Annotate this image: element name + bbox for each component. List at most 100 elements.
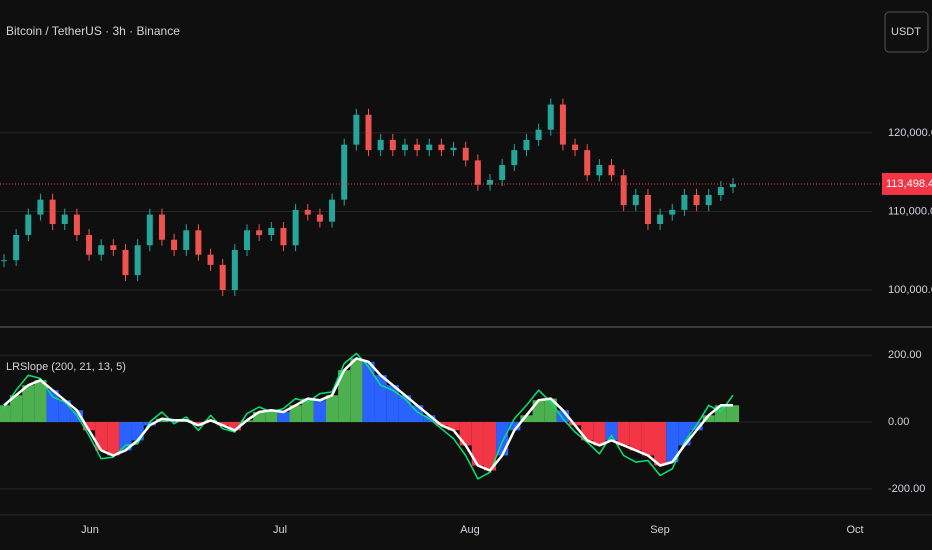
candle-body xyxy=(620,175,627,206)
histogram-bar xyxy=(532,400,545,423)
candle-body xyxy=(280,227,287,246)
histogram-bar xyxy=(313,400,326,423)
candle-body xyxy=(438,144,445,151)
histogram-bar xyxy=(143,422,156,426)
candle-body xyxy=(98,245,105,255)
histogram-bar xyxy=(119,422,132,451)
histogram-bar xyxy=(471,422,484,466)
candle-body xyxy=(401,144,408,151)
candle-body xyxy=(365,114,372,151)
histogram-bar xyxy=(508,422,521,431)
histogram-bar xyxy=(155,418,169,423)
candle-body xyxy=(450,147,457,151)
candle-body xyxy=(499,165,506,181)
candle-body xyxy=(377,139,384,151)
histogram-bar xyxy=(666,422,679,463)
candle-body xyxy=(171,239,178,250)
histogram-bar xyxy=(678,422,691,446)
candle-body xyxy=(146,214,153,246)
candle-body xyxy=(657,214,664,225)
histogram-bar xyxy=(22,385,35,423)
histogram-bar xyxy=(107,422,120,456)
candle-body xyxy=(25,214,32,236)
histogram-bar xyxy=(82,422,96,431)
x-tick-label: Oct xyxy=(846,524,863,536)
candle-body xyxy=(547,104,554,130)
candle-body xyxy=(207,254,214,265)
candle-body xyxy=(426,144,433,151)
candle-body xyxy=(584,150,591,176)
histogram-bar xyxy=(362,361,375,423)
histogram-bar xyxy=(95,422,108,451)
candle-body xyxy=(110,245,117,250)
signal-line xyxy=(3,357,733,472)
last-price-box xyxy=(882,172,932,195)
candle-body xyxy=(389,139,396,151)
candle-body xyxy=(632,194,639,206)
y-tick-label: 100,000.00 xyxy=(888,284,932,296)
histogram-bar xyxy=(301,398,314,423)
histogram-bar xyxy=(483,422,497,471)
candle-body xyxy=(572,144,579,151)
histogram-bar xyxy=(726,405,740,423)
candle-body xyxy=(341,144,348,200)
x-tick-label: Jun xyxy=(81,524,99,536)
y-tick-label: 0.00 xyxy=(888,416,909,428)
histogram-bar xyxy=(216,422,229,426)
symbol-title: Bitcoin / TetherUS · 3h · Binance xyxy=(6,24,180,38)
histogram-bar xyxy=(496,422,509,456)
histogram-bar xyxy=(702,415,715,423)
currency-label[interactable]: USDT xyxy=(891,26,921,38)
histogram-bar xyxy=(253,411,266,423)
candle-body xyxy=(304,209,311,215)
histogram-bar xyxy=(459,422,472,446)
candle-body xyxy=(37,199,44,215)
histogram-bar xyxy=(435,422,448,426)
histogram-bar xyxy=(338,370,351,423)
candle-body xyxy=(1,260,7,262)
histogram-bar xyxy=(556,410,569,423)
histogram-bar xyxy=(289,405,302,423)
candle-body xyxy=(219,264,226,291)
histogram-bar xyxy=(447,422,460,431)
histogram-bar xyxy=(325,395,339,423)
candle-body xyxy=(681,194,688,210)
candle-body xyxy=(705,194,712,206)
histogram-bar xyxy=(629,422,642,451)
histogram-bar xyxy=(520,415,533,423)
candle-body xyxy=(730,183,736,188)
histogram-bar xyxy=(265,410,278,423)
candle-body xyxy=(13,235,20,261)
x-tick-label: Jul xyxy=(273,524,287,536)
candle-body xyxy=(474,160,481,185)
currency-button[interactable] xyxy=(884,11,929,53)
candle-body xyxy=(268,227,275,236)
candle-body xyxy=(644,194,651,225)
candle-body xyxy=(717,187,724,195)
candle-body xyxy=(292,209,299,246)
histogram-bar xyxy=(350,358,363,423)
candle-body xyxy=(316,214,323,222)
histogram-bar xyxy=(617,422,630,446)
candle-body xyxy=(256,230,263,236)
x-tick-label: Sep xyxy=(650,524,670,536)
candle-body xyxy=(462,147,469,161)
histogram-bar xyxy=(593,422,606,446)
last-price-label: 113,498.43 xyxy=(886,178,932,190)
candle-body xyxy=(523,139,530,151)
y-tick-label: 120,000.00 xyxy=(888,127,932,139)
candle-body xyxy=(195,230,202,255)
histogram-bar xyxy=(277,411,290,423)
candle-body xyxy=(61,214,68,225)
histogram-bar xyxy=(192,422,205,426)
y-tick-label: 110,000.00 xyxy=(888,205,932,217)
candle-body xyxy=(86,235,93,255)
candle-body xyxy=(49,199,56,225)
candle-body xyxy=(669,209,676,215)
candle-body xyxy=(73,214,80,236)
candle-body xyxy=(158,214,165,240)
candle-body xyxy=(353,114,360,145)
candle-body xyxy=(511,150,518,166)
